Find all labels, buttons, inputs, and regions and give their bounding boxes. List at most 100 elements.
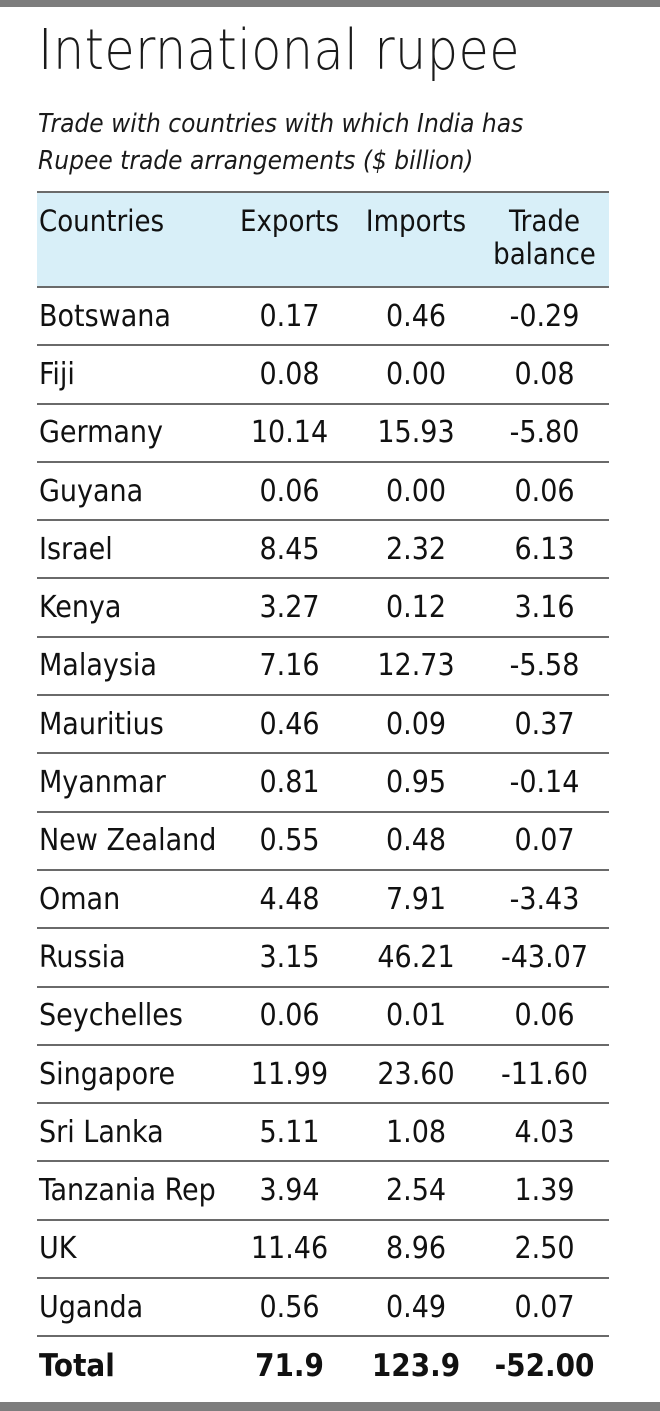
imports-cell: 8.96 bbox=[352, 1219, 480, 1280]
imports-cell: 23.60 bbox=[352, 1044, 480, 1105]
imports-cell: 0.95 bbox=[352, 753, 480, 813]
page-title: International rupee bbox=[38, 18, 520, 83]
exports-cell: 11.46 bbox=[227, 1219, 352, 1280]
trade-balance-cell: -0.29 bbox=[480, 287, 609, 347]
country-cell: Uganda bbox=[37, 1278, 227, 1338]
trade-balance-cell: -0.14 bbox=[480, 753, 609, 813]
exports-cell: 10.14 bbox=[227, 403, 352, 463]
imports-cell: 0.00 bbox=[352, 461, 480, 522]
imports-cell: 0.48 bbox=[352, 811, 480, 871]
table-row: Malaysia 7.16 12.73 -5.58 bbox=[37, 636, 609, 697]
country-cell: Sri Lanka bbox=[37, 1103, 227, 1163]
country-cell: Oman bbox=[37, 869, 227, 930]
exports-cell: 11.99 bbox=[227, 1044, 352, 1105]
table-row: Botswana 0.17 0.46 -0.29 bbox=[37, 287, 609, 347]
trade-balance-cell: 0.06 bbox=[480, 986, 609, 1046]
trade-balance-cell: 0.37 bbox=[480, 695, 609, 755]
total-label: Total bbox=[39, 1347, 115, 1384]
exports-cell: 0.08 bbox=[227, 345, 352, 405]
country-cell: Malaysia bbox=[37, 636, 227, 697]
country-cell: Russia bbox=[37, 928, 227, 988]
total-trade-balance: -52.00 bbox=[494, 1347, 595, 1384]
exports-cell: 3.27 bbox=[227, 578, 352, 638]
header-exports: Exports bbox=[227, 191, 352, 288]
total-exports: 71.9 bbox=[255, 1347, 324, 1384]
table-row: Russia 3.15 46.21 -43.07 bbox=[37, 928, 609, 988]
table-row: New Zealand 0.55 0.48 0.07 bbox=[37, 811, 609, 871]
exports-cell: 0.55 bbox=[227, 811, 352, 871]
imports-cell: 12.73 bbox=[352, 636, 480, 697]
exports-cell: 3.15 bbox=[227, 928, 352, 988]
table-row: Singapore 11.99 23.60 -11.60 bbox=[37, 1044, 609, 1105]
trade-balance-cell: 0.08 bbox=[480, 345, 609, 405]
page-subtitle: Trade with countries with which India ha… bbox=[38, 109, 524, 176]
bottom-rule bbox=[0, 1402, 660, 1411]
country-cell: Botswana bbox=[37, 287, 227, 347]
country-cell: New Zealand bbox=[37, 811, 227, 871]
country-cell: Mauritius bbox=[37, 695, 227, 755]
trade-balance-cell: 0.07 bbox=[480, 811, 609, 871]
imports-cell: 0.46 bbox=[352, 287, 480, 347]
trade-balance-cell: 0.07 bbox=[480, 1278, 609, 1338]
country-cell: UK bbox=[37, 1219, 227, 1280]
country-cell: Myanmar bbox=[37, 753, 227, 813]
exports-cell: 3.94 bbox=[227, 1161, 352, 1221]
imports-cell: 0.00 bbox=[352, 345, 480, 405]
table-row: Oman 4.48 7.91 -3.43 bbox=[37, 869, 609, 930]
table-row: Fiji 0.08 0.00 0.08 bbox=[37, 345, 609, 405]
imports-cell: 0.49 bbox=[352, 1278, 480, 1338]
table-row: UK 11.46 8.96 2.50 bbox=[37, 1219, 609, 1280]
table-header-row: Countries Exports Imports Trade balance bbox=[37, 191, 609, 288]
table-row: Guyana 0.06 0.00 0.06 bbox=[37, 461, 609, 522]
imports-cell: 2.54 bbox=[352, 1161, 480, 1221]
trade-balance-cell: 2.50 bbox=[480, 1219, 609, 1280]
trade-balance-cell: -11.60 bbox=[480, 1044, 609, 1105]
table-row: Seychelles 0.06 0.01 0.06 bbox=[37, 986, 609, 1046]
imports-cell: 0.12 bbox=[352, 578, 480, 638]
total-imports: 123.9 bbox=[371, 1347, 461, 1384]
exports-cell: 0.46 bbox=[227, 695, 352, 755]
header-imports: Imports bbox=[352, 191, 480, 288]
imports-cell: 15.93 bbox=[352, 403, 480, 463]
exports-cell: 7.16 bbox=[227, 636, 352, 697]
table-row: Israel 8.45 2.32 6.13 bbox=[37, 520, 609, 580]
trade-balance-cell: -3.43 bbox=[480, 869, 609, 930]
exports-cell: 0.17 bbox=[227, 287, 352, 347]
imports-cell: 0.01 bbox=[352, 986, 480, 1046]
country-cell: Kenya bbox=[37, 578, 227, 638]
country-cell: Israel bbox=[37, 520, 227, 580]
table-row: Germany 10.14 15.93 -5.80 bbox=[37, 403, 609, 463]
trade-balance-cell: 3.16 bbox=[480, 578, 609, 638]
imports-cell: 2.32 bbox=[352, 520, 480, 580]
exports-cell: 0.81 bbox=[227, 753, 352, 813]
imports-cell: 7.91 bbox=[352, 869, 480, 930]
trade-table: Countries Exports Imports Trade balance … bbox=[37, 191, 609, 1395]
table-row: Mauritius 0.46 0.09 0.37 bbox=[37, 695, 609, 755]
exports-cell: 0.06 bbox=[227, 986, 352, 1046]
imports-cell: 1.08 bbox=[352, 1103, 480, 1163]
exports-cell: 5.11 bbox=[227, 1103, 352, 1163]
trade-balance-cell: -43.07 bbox=[480, 928, 609, 988]
exports-cell: 0.56 bbox=[227, 1278, 352, 1338]
header-trade-balance: Trade balance bbox=[480, 191, 609, 288]
imports-cell: 0.09 bbox=[352, 695, 480, 755]
trade-balance-cell: 4.03 bbox=[480, 1103, 609, 1163]
table-row: Kenya 3.27 0.12 3.16 bbox=[37, 578, 609, 638]
imports-cell: 46.21 bbox=[352, 928, 480, 988]
country-cell: Germany bbox=[37, 403, 227, 463]
trade-balance-cell: 1.39 bbox=[480, 1161, 609, 1221]
trade-balance-cell: 6.13 bbox=[480, 520, 609, 580]
exports-cell: 4.48 bbox=[227, 869, 352, 930]
country-cell: Singapore bbox=[37, 1044, 227, 1105]
table-row: Uganda 0.56 0.49 0.07 bbox=[37, 1278, 609, 1338]
country-cell: Seychelles bbox=[37, 986, 227, 1046]
country-cell: Fiji bbox=[37, 345, 227, 405]
header-countries: Countries bbox=[37, 191, 227, 288]
table-row: Tanzania Rep 3.94 2.54 1.39 bbox=[37, 1161, 609, 1221]
table-row: Myanmar 0.81 0.95 -0.14 bbox=[37, 753, 609, 813]
top-rule bbox=[0, 0, 660, 7]
table-row: Sri Lanka 5.11 1.08 4.03 bbox=[37, 1103, 609, 1163]
country-cell: Guyana bbox=[37, 461, 227, 522]
trade-balance-cell: -5.58 bbox=[480, 636, 609, 697]
table-total-row: Total 71.9 123.9 -52.00 bbox=[37, 1336, 609, 1394]
